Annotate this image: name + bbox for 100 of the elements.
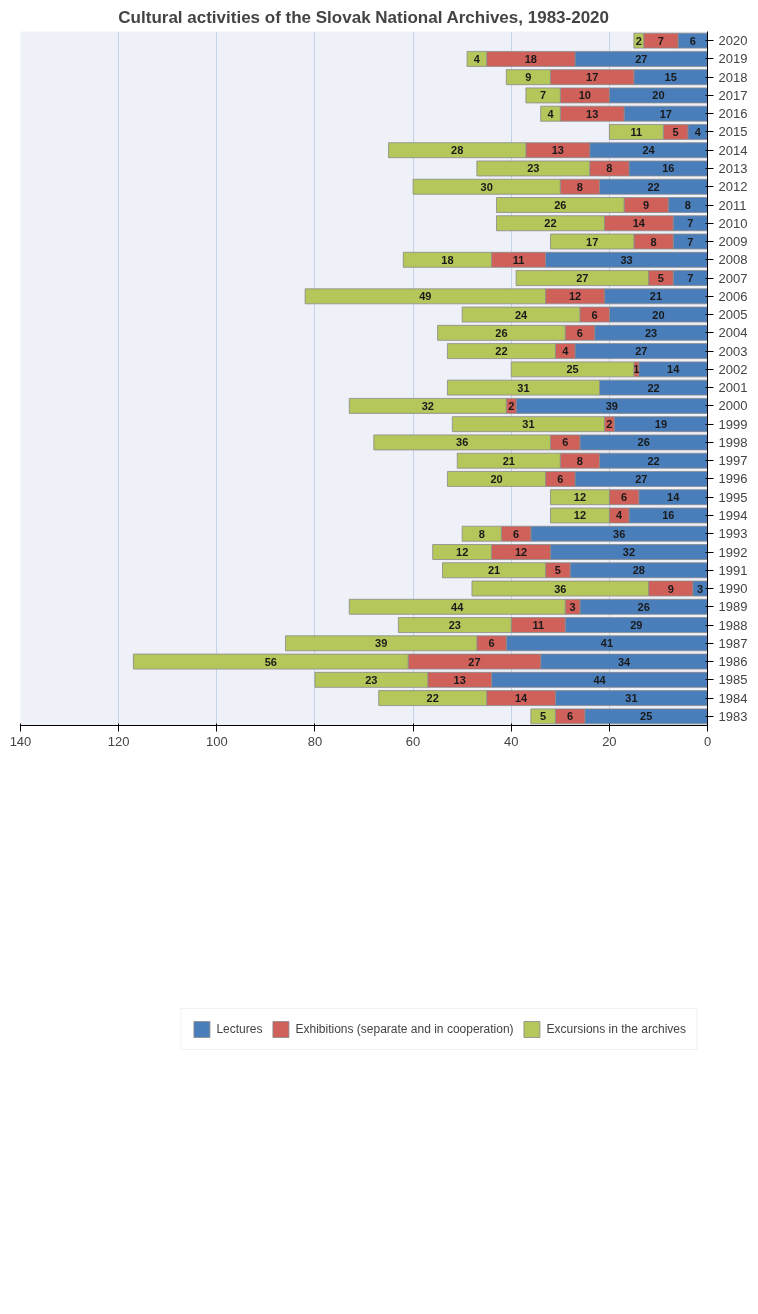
data-label: 4 (694, 125, 702, 138)
data-label: 12 (514, 546, 528, 558)
legend-label: Lectures (216, 1022, 263, 1036)
data-label: 49 (419, 290, 432, 303)
data-label: 14 (667, 363, 681, 376)
data-label: 1 (633, 363, 640, 376)
chart-title: Cultural activities of the Slovak National Archives, 1983-2020 (118, 7, 610, 27)
data-label: 27 (635, 345, 648, 358)
data-label: 12 (573, 509, 587, 522)
x-tick-label: 20 (602, 733, 617, 749)
y-tick-label: 1987 (718, 635, 748, 651)
data-label: 9 (643, 199, 650, 211)
data-label: 21 (649, 290, 663, 303)
data-label: 23 (527, 162, 540, 175)
y-tick-label: 1988 (718, 617, 748, 633)
data-label: 27 (635, 52, 648, 65)
data-label: 28 (451, 144, 464, 157)
x-tick-label: 140 (9, 733, 32, 749)
data-label: 22 (647, 180, 660, 193)
y-tick-label: 2005 (718, 307, 748, 323)
data-label: 6 (576, 326, 583, 339)
y-tick-label: 2019 (718, 51, 748, 67)
data-label: 27 (576, 272, 589, 285)
data-label: 6 (567, 710, 574, 723)
data-label: 31 (522, 418, 535, 431)
data-label: 36 (456, 436, 469, 449)
y-tick-label: 2007 (718, 270, 748, 286)
data-label: 26 (637, 436, 650, 449)
y-tick-label: 1998 (718, 434, 748, 450)
data-label: 17 (586, 71, 599, 84)
data-label: 11 (532, 619, 545, 632)
data-label: 36 (613, 527, 626, 540)
data-label: 3 (569, 600, 576, 613)
data-label: 22 (495, 345, 508, 358)
data-label: 3 (697, 582, 704, 595)
data-label: 36 (554, 582, 567, 595)
data-label: 16 (662, 509, 675, 522)
data-label: 2 (606, 418, 613, 431)
data-label: 7 (687, 235, 694, 248)
data-label: 12 (456, 546, 469, 558)
data-label: 4 (473, 52, 481, 65)
data-label: 8 (650, 235, 657, 248)
y-tick-label: 1984 (718, 690, 748, 706)
legend-label: Exhibitions (separate and in cooperation) (295, 1022, 514, 1036)
data-label: 13 (453, 673, 466, 686)
data-label: 9 (525, 71, 532, 84)
data-label: 6 (689, 34, 696, 47)
data-label: 5 (540, 710, 547, 723)
data-label: 5 (672, 125, 679, 138)
data-label: 14 (514, 692, 529, 705)
y-tick-label: 2004 (718, 325, 748, 341)
y-tick-label: 1989 (718, 599, 748, 615)
data-label: 39 (375, 637, 388, 650)
data-label: 25 (640, 710, 653, 723)
y-tick-label: 1997 (718, 453, 748, 469)
x-tick-label: 120 (107, 733, 130, 749)
y-tick-label: 2008 (718, 252, 748, 268)
y-tick-label: 2001 (718, 380, 748, 396)
data-label: 28 (632, 564, 645, 577)
data-label: 8 (576, 180, 583, 193)
data-label: 30 (480, 180, 493, 193)
y-tick-label: 1991 (718, 562, 748, 578)
data-label: 20 (652, 89, 665, 102)
data-label: 39 (605, 399, 618, 412)
data-label: 22 (544, 217, 557, 230)
data-label: 32 (421, 399, 434, 412)
data-label: 7 (540, 89, 547, 102)
data-label: 23 (448, 619, 461, 632)
y-tick-label: 1992 (718, 544, 748, 560)
data-label: 6 (591, 308, 598, 321)
data-label: 26 (637, 600, 650, 613)
y-tick-label: 2000 (718, 398, 748, 414)
y-tick-label: 1993 (718, 526, 748, 542)
data-label: 20 (490, 472, 503, 485)
y-tick-label: 1983 (718, 708, 748, 724)
y-tick-label: 1985 (718, 672, 748, 688)
data-label: 8 (478, 527, 485, 540)
data-label: 56 (264, 655, 277, 668)
y-tick-label: 2017 (718, 87, 748, 103)
data-label: 22 (426, 692, 439, 705)
data-label: 24 (642, 144, 656, 157)
data-label: 22 (647, 381, 660, 394)
data-label: 19 (654, 418, 668, 431)
y-tick-label: 2018 (718, 69, 748, 85)
data-label: 31 (517, 381, 530, 394)
data-label: 14 (632, 217, 646, 230)
data-label: 6 (562, 436, 569, 449)
y-tick-label: 2010 (718, 215, 748, 231)
data-label: 12 (568, 290, 582, 303)
data-label: 41 (600, 637, 614, 650)
data-label: 29 (630, 619, 643, 632)
x-tick-label: 100 (205, 733, 228, 749)
y-tick-label: 2003 (718, 343, 748, 359)
data-label: 4 (562, 345, 570, 358)
y-tick-label: 2009 (718, 234, 748, 250)
data-label: 15 (664, 71, 677, 84)
data-label: 44 (593, 673, 607, 686)
data-label: 33 (620, 253, 633, 266)
y-tick-label: 2006 (718, 288, 748, 304)
data-label: 14 (667, 491, 681, 504)
